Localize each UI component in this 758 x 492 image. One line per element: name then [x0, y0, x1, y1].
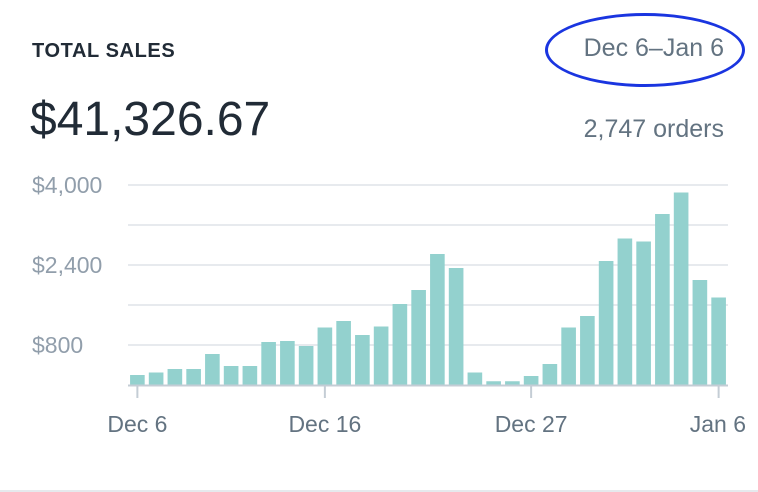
x-tick-label: Dec 6 — [107, 411, 167, 437]
bar-dec-31[interactable] — [598, 261, 614, 385]
bar-dec-14[interactable] — [280, 341, 295, 385]
bar-dec-17[interactable] — [336, 321, 351, 385]
x-axis: Dec 6 Dec 16 Dec 27 Jan 6 — [107, 384, 746, 437]
y-tick-label: $2,400 — [32, 252, 102, 278]
bar-jan-4[interactable] — [673, 192, 689, 386]
orders-count: 2,747 orders — [583, 115, 724, 143]
bar-dec-7[interactable] — [148, 372, 164, 386]
bar-dec-15[interactable] — [298, 346, 314, 385]
y-tick-label: $800 — [32, 332, 83, 358]
y-axis-ticks: $4,000 $2,400 $800 — [32, 172, 102, 358]
x-tick-label: Dec 16 — [288, 411, 361, 437]
y-tick-label: $4,000 — [32, 172, 102, 198]
bar-dec-11[interactable] — [223, 366, 239, 385]
bar-jan-5[interactable] — [692, 280, 708, 385]
bar-dec-26[interactable] — [505, 381, 520, 385]
bar-dec-28[interactable] — [542, 364, 558, 385]
bar-dec-16[interactable] — [317, 327, 333, 386]
total-sales-value: $41,326.67 — [30, 93, 271, 146]
bar-dec-29[interactable] — [561, 327, 576, 386]
bar-dec-10[interactable] — [205, 354, 220, 385]
bar-dec-9[interactable] — [186, 369, 201, 385]
card-divider — [0, 490, 758, 492]
bar-dec-27[interactable] — [523, 376, 539, 385]
date-range-link[interactable]: Dec 6–Jan 6 — [583, 34, 724, 62]
bar-dec-23[interactable] — [448, 268, 464, 385]
bar-dec-8[interactable] — [167, 369, 183, 385]
bar-dec-19[interactable] — [373, 326, 389, 386]
bar-dec-21[interactable] — [411, 290, 426, 385]
bar-dec-24[interactable] — [467, 372, 483, 386]
bar-dec-13[interactable] — [261, 342, 276, 385]
bar-dec-20[interactable] — [392, 304, 408, 385]
bar-dec-30[interactable] — [580, 316, 595, 385]
bar-jan-2[interactable] — [636, 241, 651, 386]
x-tick-label: Jan 6 — [690, 411, 746, 437]
bar-dec-6[interactable] — [130, 375, 145, 385]
card-title: TOTAL SALES — [32, 40, 176, 62]
chart-bars — [130, 192, 726, 386]
bar-dec-22[interactable] — [430, 254, 445, 385]
bar-jan-3[interactable] — [655, 214, 670, 385]
bar-dec-18[interactable] — [355, 335, 370, 385]
x-tick-label: Dec 27 — [495, 411, 568, 437]
bar-dec-25[interactable] — [486, 381, 501, 385]
bar-jan-6[interactable] — [711, 297, 726, 386]
bar-jan-1[interactable] — [617, 238, 633, 386]
bar-dec-12[interactable] — [242, 366, 258, 385]
